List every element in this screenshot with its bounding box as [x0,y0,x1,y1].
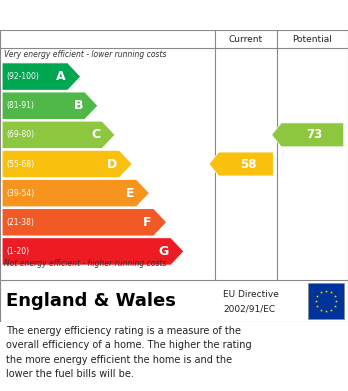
Text: EU Directive: EU Directive [223,290,279,299]
Text: 2002/91/EC: 2002/91/EC [223,304,275,313]
Text: Energy Efficiency Rating: Energy Efficiency Rating [10,7,213,23]
Polygon shape [272,123,344,147]
Polygon shape [2,63,81,90]
Bar [308,283,344,319]
Polygon shape [209,152,273,176]
Polygon shape [2,121,115,149]
Text: England & Wales: England & Wales [6,292,176,310]
Text: Not energy efficient - higher running costs: Not energy efficient - higher running co… [4,259,166,268]
Polygon shape [2,238,184,265]
Text: F: F [143,216,152,229]
Text: Current: Current [229,34,263,43]
Text: B: B [73,99,83,112]
Text: C: C [91,128,100,142]
Text: (92-100): (92-100) [6,72,39,81]
Text: (1-20): (1-20) [6,247,29,256]
Text: 58: 58 [240,158,256,170]
Text: The energy efficiency rating is a measure of the
overall efficiency of a home. T: The energy efficiency rating is a measur… [6,326,252,379]
Polygon shape [2,208,167,236]
Text: (21-38): (21-38) [6,218,34,227]
Text: Potential: Potential [293,34,332,43]
Text: (55-68): (55-68) [6,160,34,169]
Polygon shape [2,179,150,207]
Text: (81-91): (81-91) [6,101,34,110]
Text: A: A [56,70,66,83]
Text: (69-80): (69-80) [6,130,34,139]
Text: G: G [159,245,169,258]
Text: E: E [126,187,135,200]
Polygon shape [2,150,133,178]
Text: D: D [107,158,117,170]
Text: (39-54): (39-54) [6,188,34,197]
Text: Very energy efficient - lower running costs: Very energy efficient - lower running co… [4,50,166,59]
Text: 73: 73 [306,128,323,142]
Polygon shape [2,92,98,120]
